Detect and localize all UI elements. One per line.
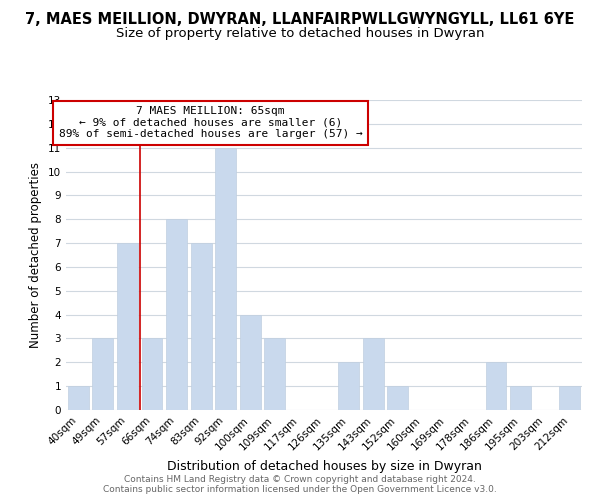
Bar — [559, 386, 580, 410]
Y-axis label: Number of detached properties: Number of detached properties — [29, 162, 43, 348]
Bar — [68, 386, 89, 410]
Bar — [338, 362, 359, 410]
Bar — [166, 219, 187, 410]
Text: 7, MAES MEILLION, DWYRAN, LLANFAIRPWLLGWYNGYLL, LL61 6YE: 7, MAES MEILLION, DWYRAN, LLANFAIRPWLLGW… — [25, 12, 575, 28]
Bar — [362, 338, 383, 410]
Bar — [142, 338, 163, 410]
Bar — [485, 362, 506, 410]
X-axis label: Distribution of detached houses by size in Dwyran: Distribution of detached houses by size … — [167, 460, 481, 473]
Bar — [191, 243, 212, 410]
Text: Contains public sector information licensed under the Open Government Licence v3: Contains public sector information licen… — [103, 484, 497, 494]
Bar — [387, 386, 408, 410]
Bar — [117, 243, 138, 410]
Text: Size of property relative to detached houses in Dwyran: Size of property relative to detached ho… — [116, 28, 484, 40]
Bar — [92, 338, 113, 410]
Bar — [265, 338, 286, 410]
Bar — [215, 148, 236, 410]
Text: 7 MAES MEILLION: 65sqm
← 9% of detached houses are smaller (6)
89% of semi-detac: 7 MAES MEILLION: 65sqm ← 9% of detached … — [59, 106, 362, 140]
Bar — [510, 386, 531, 410]
Text: Contains HM Land Registry data © Crown copyright and database right 2024.: Contains HM Land Registry data © Crown c… — [124, 476, 476, 484]
Bar — [240, 314, 261, 410]
